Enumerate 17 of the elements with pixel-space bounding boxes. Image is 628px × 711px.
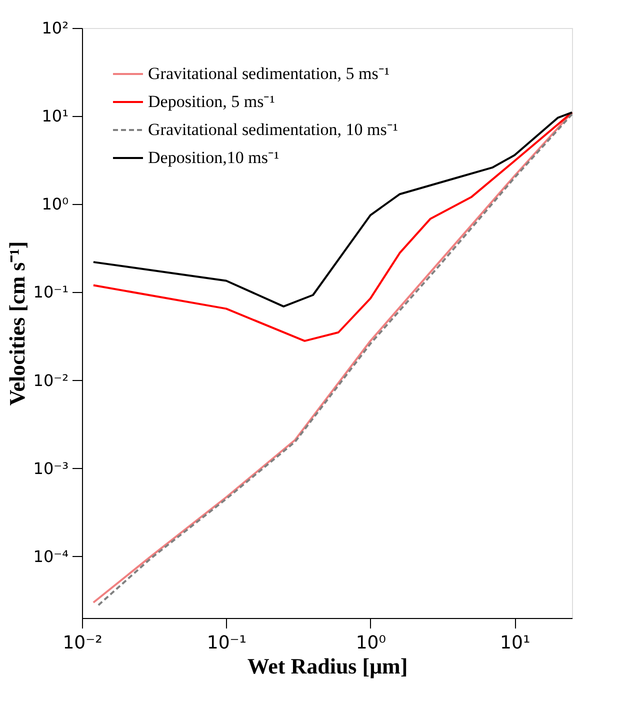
legend-label: Gravitational sedimentation, 5 ms⁻¹: [148, 64, 390, 83]
y-tick-label: 10⁻¹: [33, 282, 68, 302]
y-tick-label: 10¹: [42, 106, 68, 126]
y-tick-label: 10⁰: [42, 194, 68, 214]
legend-label: Deposition, 5 ms⁻¹: [148, 92, 275, 111]
x-tick-label: 10⁰: [356, 632, 386, 654]
y-tick-label: 10⁻³: [33, 458, 68, 478]
y-tick-label: 10²: [42, 18, 68, 38]
y-tick-label: 10⁻²: [33, 370, 68, 390]
y-tick-label: 10⁻⁴: [33, 546, 68, 566]
x-tick-label: 10⁻²: [62, 632, 102, 654]
legend-label: Deposition,10 ms⁻¹: [148, 148, 280, 167]
x-axis-title: Wet Radius [μm]: [247, 654, 408, 678]
x-tick-label: 10¹: [500, 632, 530, 654]
legend-label: Gravitational sedimentation, 10 ms⁻¹: [148, 120, 398, 139]
x-tick-label: 10⁻¹: [206, 632, 247, 654]
y-axis-title: Velocities [cm s⁻¹]: [4, 241, 30, 406]
